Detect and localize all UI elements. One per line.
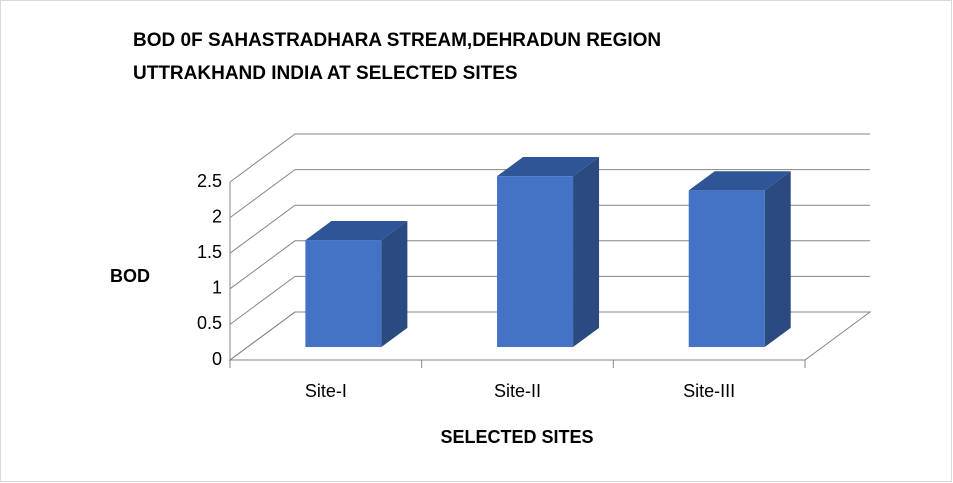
- chart-title-line: BOD 0F SAHASTRADHARA STREAM,DEHRADUN REG…: [133, 30, 661, 51]
- y-axis-label: BOD: [110, 266, 150, 286]
- y-tick-label: 1.5: [197, 242, 222, 262]
- x-tick-label: Site-II: [494, 381, 541, 401]
- bar-side: [381, 221, 408, 348]
- y-tick-label: 0: [212, 349, 222, 369]
- y-tick-label: 0.5: [197, 313, 222, 333]
- grid-line: [229, 133, 870, 183]
- bar-front: [688, 190, 765, 348]
- x-axis-label: SELECTED SITES: [440, 427, 593, 447]
- bar-top: [688, 171, 791, 191]
- grid-line: [229, 275, 870, 325]
- y-tick-label: 2: [212, 206, 222, 226]
- bar: [497, 156, 600, 348]
- y-tick-label: 1: [212, 278, 222, 298]
- grid-line: [229, 311, 870, 361]
- bar-top: [305, 221, 408, 241]
- bar-front: [305, 240, 382, 348]
- x-tick-label: Site-I: [305, 381, 347, 401]
- x-tick-label: Site-III: [683, 381, 735, 401]
- bar: [305, 221, 408, 348]
- chart-title-line: UTTRAKHAND INDIA AT SELECTED SITES: [133, 63, 518, 84]
- bar: [688, 171, 791, 348]
- bar-front: [497, 176, 574, 348]
- grid-line: [229, 169, 870, 219]
- grid-line: [229, 204, 870, 254]
- y-tick-label: 2.5: [197, 171, 222, 191]
- bar-side: [764, 171, 791, 348]
- grid-line: [229, 240, 870, 290]
- bar-top: [497, 156, 600, 177]
- bar-side: [573, 156, 600, 348]
